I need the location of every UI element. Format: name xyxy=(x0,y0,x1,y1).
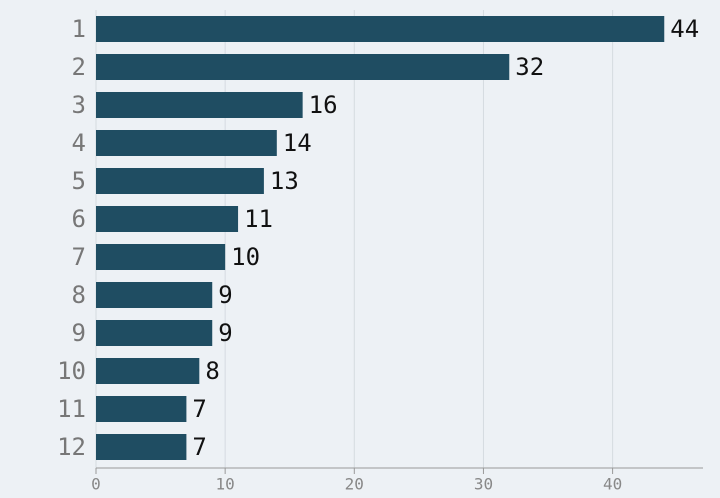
bar xyxy=(96,130,277,156)
y-tick-label: 3 xyxy=(72,91,86,119)
value-label: 7 xyxy=(192,395,206,423)
y-tick-label: 10 xyxy=(57,357,86,385)
y-tick-label: 7 xyxy=(72,243,86,271)
x-tick-label: 20 xyxy=(345,475,364,494)
bar xyxy=(96,320,213,346)
bar xyxy=(96,244,226,270)
bar xyxy=(96,282,213,308)
value-label: 11 xyxy=(244,205,273,233)
value-label: 13 xyxy=(270,167,299,195)
value-label: 32 xyxy=(515,53,544,81)
bar xyxy=(96,396,187,422)
value-label: 14 xyxy=(283,129,312,157)
value-label: 10 xyxy=(231,243,260,271)
x-tick-label: 0 xyxy=(91,475,101,494)
value-label: 8 xyxy=(205,357,219,385)
bar xyxy=(96,358,200,384)
y-tick-label: 12 xyxy=(57,433,86,461)
bar xyxy=(96,434,187,460)
bar xyxy=(96,168,264,194)
value-label: 7 xyxy=(192,433,206,461)
value-label: 44 xyxy=(670,15,699,43)
value-label: 16 xyxy=(309,91,338,119)
y-tick-label: 2 xyxy=(72,53,86,81)
y-tick-label: 9 xyxy=(72,319,86,347)
x-tick-label: 40 xyxy=(603,475,622,494)
y-tick-label: 1 xyxy=(72,15,86,43)
y-tick-label: 6 xyxy=(72,205,86,233)
y-tick-label: 4 xyxy=(72,129,86,157)
value-label: 9 xyxy=(218,319,232,347)
y-tick-label: 5 xyxy=(72,167,86,195)
x-tick-label: 10 xyxy=(216,475,235,494)
bar xyxy=(96,92,303,118)
bar xyxy=(96,206,239,232)
bar xyxy=(96,54,510,80)
y-tick-label: 8 xyxy=(72,281,86,309)
bar xyxy=(96,16,665,42)
x-tick-label: 30 xyxy=(474,475,493,494)
y-tick-label: 11 xyxy=(57,395,86,423)
value-label: 9 xyxy=(218,281,232,309)
